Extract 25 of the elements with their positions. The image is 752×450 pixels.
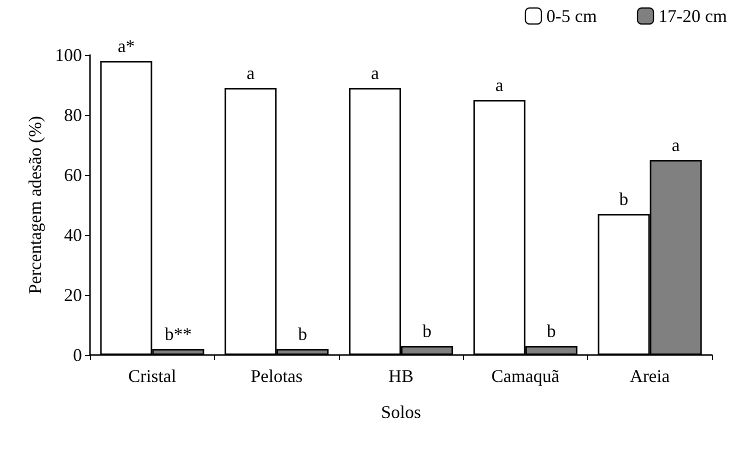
y-tick-label: 60 bbox=[64, 165, 82, 185]
data-label: a bbox=[371, 63, 379, 83]
x-tick-label: HB bbox=[388, 366, 414, 386]
data-label: a bbox=[672, 135, 680, 155]
x-tick-label: Cristal bbox=[128, 366, 176, 386]
y-axis-title: Percentagem adesão (%) bbox=[25, 116, 46, 294]
x-axis-title: Solos bbox=[380, 402, 422, 422]
y-tick-label: 40 bbox=[64, 225, 82, 245]
legend-label: 17-20 cm bbox=[658, 6, 727, 26]
legend-label: 0-5 cm bbox=[546, 6, 597, 26]
y-tick-label: 20 bbox=[64, 285, 82, 305]
x-tick-label: Areia bbox=[630, 366, 670, 386]
data-label: a bbox=[495, 75, 504, 95]
y-tick-label: 80 bbox=[64, 105, 82, 125]
x-tick-label: Pelotas bbox=[250, 366, 303, 386]
data-label: b bbox=[298, 324, 308, 344]
data-label: b bbox=[422, 321, 432, 341]
y-tick-label: 100 bbox=[55, 45, 82, 65]
data-label: b bbox=[546, 321, 556, 341]
x-tick-label: Camaquã bbox=[491, 366, 560, 386]
y-tick-label: 0 bbox=[73, 345, 82, 365]
data-label: b bbox=[619, 189, 628, 209]
data-label: a* bbox=[118, 36, 135, 56]
data-label: a bbox=[246, 63, 255, 83]
data-label: b** bbox=[164, 324, 192, 344]
